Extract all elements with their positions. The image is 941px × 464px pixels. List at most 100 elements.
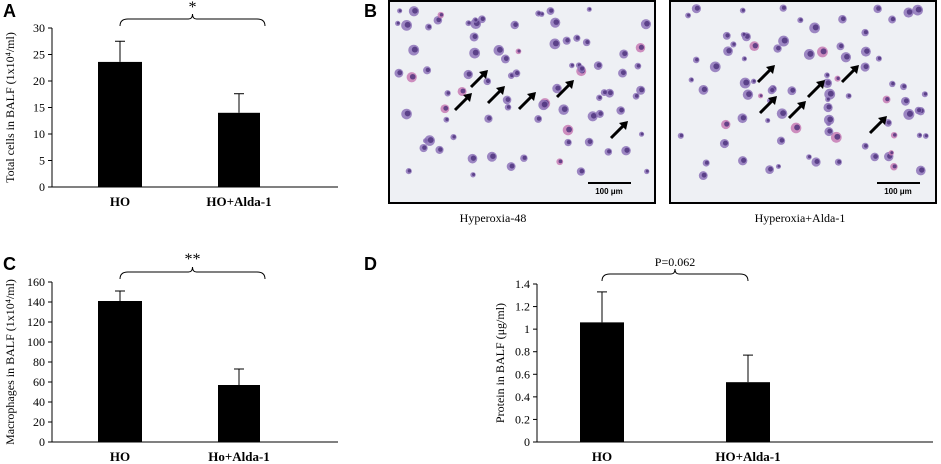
cell-nucleus (404, 21, 411, 28)
cell-nucleus (886, 120, 891, 125)
cell-nucleus (561, 106, 568, 112)
cell-nucleus (741, 8, 745, 12)
significance-label: ** (185, 251, 201, 268)
cell-nucleus (553, 19, 560, 25)
cell-nucleus (590, 112, 597, 119)
y-tick-label: 100 (27, 335, 45, 349)
cell-nucleus (820, 48, 827, 55)
cell-nucleus (607, 90, 613, 96)
arrow (486, 88, 503, 105)
arrow (787, 103, 804, 120)
y-tick-label: 1.4 (515, 277, 530, 291)
cell-nucleus (827, 90, 834, 97)
category-label: HO+Alda-1 (206, 194, 271, 209)
arrow (806, 82, 823, 99)
cell-nucleus (807, 155, 812, 159)
cell-nucleus (596, 62, 602, 68)
cell-nucleus (722, 140, 728, 146)
cell-nucleus (472, 49, 479, 56)
cell-nucleus (427, 24, 432, 29)
cell-nucleus (726, 48, 732, 54)
arrow-head (479, 70, 488, 79)
cell-nucleus (496, 46, 503, 53)
cell-nucleus (877, 56, 882, 61)
cell-nucleus (522, 155, 527, 160)
arrow (469, 72, 486, 89)
cell-nucleus (840, 16, 846, 22)
y-tick-label: 5 (39, 154, 45, 168)
bar (726, 382, 770, 442)
cell-nucleus (638, 44, 645, 50)
arrow-head (768, 96, 777, 105)
cell-nucleus (503, 56, 509, 61)
cell-nucleus (541, 101, 548, 108)
cell-nucleus (695, 57, 699, 62)
cell-nucleus (863, 64, 869, 70)
y-tick-label: 20 (33, 415, 45, 429)
y-tick-label: 0.6 (515, 367, 530, 381)
bar (98, 301, 142, 442)
cell-nucleus (509, 163, 515, 169)
cell-nucleus (474, 18, 478, 22)
cell-nucleus (487, 116, 492, 121)
arrow (758, 98, 775, 115)
significance-brace (601, 268, 749, 282)
arrow-head (850, 65, 859, 74)
cell-nucleus (490, 153, 496, 159)
category-label: Ho+Alda-1 (208, 449, 270, 464)
y-tick-label: 0 (39, 435, 45, 449)
cell-nucleus (743, 79, 750, 86)
cell-nucleus (741, 157, 747, 163)
cell-nucleus (902, 84, 907, 89)
cell-nucleus (580, 66, 585, 71)
cell-nucleus (411, 46, 418, 53)
cell-nucleus (398, 9, 402, 13)
y-tick-label: 20 (33, 74, 45, 88)
category-label: HO (110, 194, 130, 209)
cell-nucleus (826, 97, 830, 101)
cell-nucleus (891, 81, 895, 86)
cell-nucleus (779, 138, 785, 143)
cell-nucleus (566, 126, 572, 133)
y-tick-label: 0 (524, 435, 530, 449)
arrow (453, 95, 470, 112)
cell-nucleus (863, 30, 868, 35)
cell-nucleus (826, 104, 832, 110)
micrograph-hyperoxia-48: 100 μm (388, 0, 656, 204)
cell-nucleus (826, 73, 830, 77)
cell-nucleus (585, 39, 590, 45)
cell-nucleus (780, 110, 787, 117)
cell-nucleus (438, 147, 443, 152)
cell-nucleus (607, 149, 612, 154)
cell-nucleus (466, 71, 472, 77)
cell-nucleus (598, 111, 603, 116)
arrow-head (463, 93, 472, 102)
y-axis-label: Macrophages in BALF (1x10⁴/ml) (3, 279, 17, 445)
cell-nucleus (704, 160, 709, 165)
cell-nucleus (409, 73, 416, 80)
y-tick-label: 0.8 (515, 345, 530, 359)
cell-nucleus (743, 57, 747, 60)
cell-nucleus (701, 86, 708, 93)
cell-nucleus (636, 63, 641, 68)
cell-nucleus (918, 133, 922, 137)
cell-nucleus (575, 35, 580, 40)
y-tick-label: 30 (33, 21, 45, 35)
micrograph-hyperoxia-alda-1: 100 μm (669, 0, 937, 204)
cell-nucleus (443, 105, 449, 111)
scale-bar-label: 100 μm (595, 187, 623, 196)
bar (218, 385, 260, 442)
cell-nucleus (923, 92, 928, 96)
significance-label: * (189, 0, 197, 16)
cell-nucleus (903, 98, 909, 104)
arrow-head (496, 86, 505, 95)
cell-nucleus (517, 49, 521, 53)
y-tick-label: 60 (33, 375, 45, 389)
cell-nucleus (906, 9, 913, 15)
y-tick-label: 15 (33, 101, 45, 115)
arrow (555, 82, 572, 99)
cell-nucleus (827, 116, 834, 123)
cell-nucleus (558, 159, 563, 164)
cell-nucleus (485, 78, 491, 84)
arrow-head (766, 65, 775, 74)
